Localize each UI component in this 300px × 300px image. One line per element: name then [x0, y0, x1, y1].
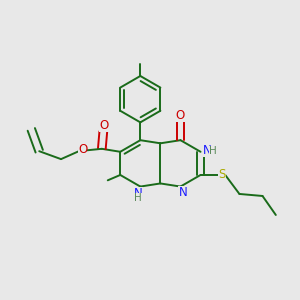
Text: H: H [134, 193, 142, 203]
Text: O: O [99, 119, 109, 132]
Text: N: N [178, 186, 187, 199]
Text: S: S [218, 168, 226, 181]
Text: N: N [134, 187, 142, 200]
Text: O: O [78, 143, 87, 156]
Text: O: O [176, 109, 185, 122]
Text: N: N [203, 144, 212, 157]
Text: H: H [209, 146, 217, 156]
